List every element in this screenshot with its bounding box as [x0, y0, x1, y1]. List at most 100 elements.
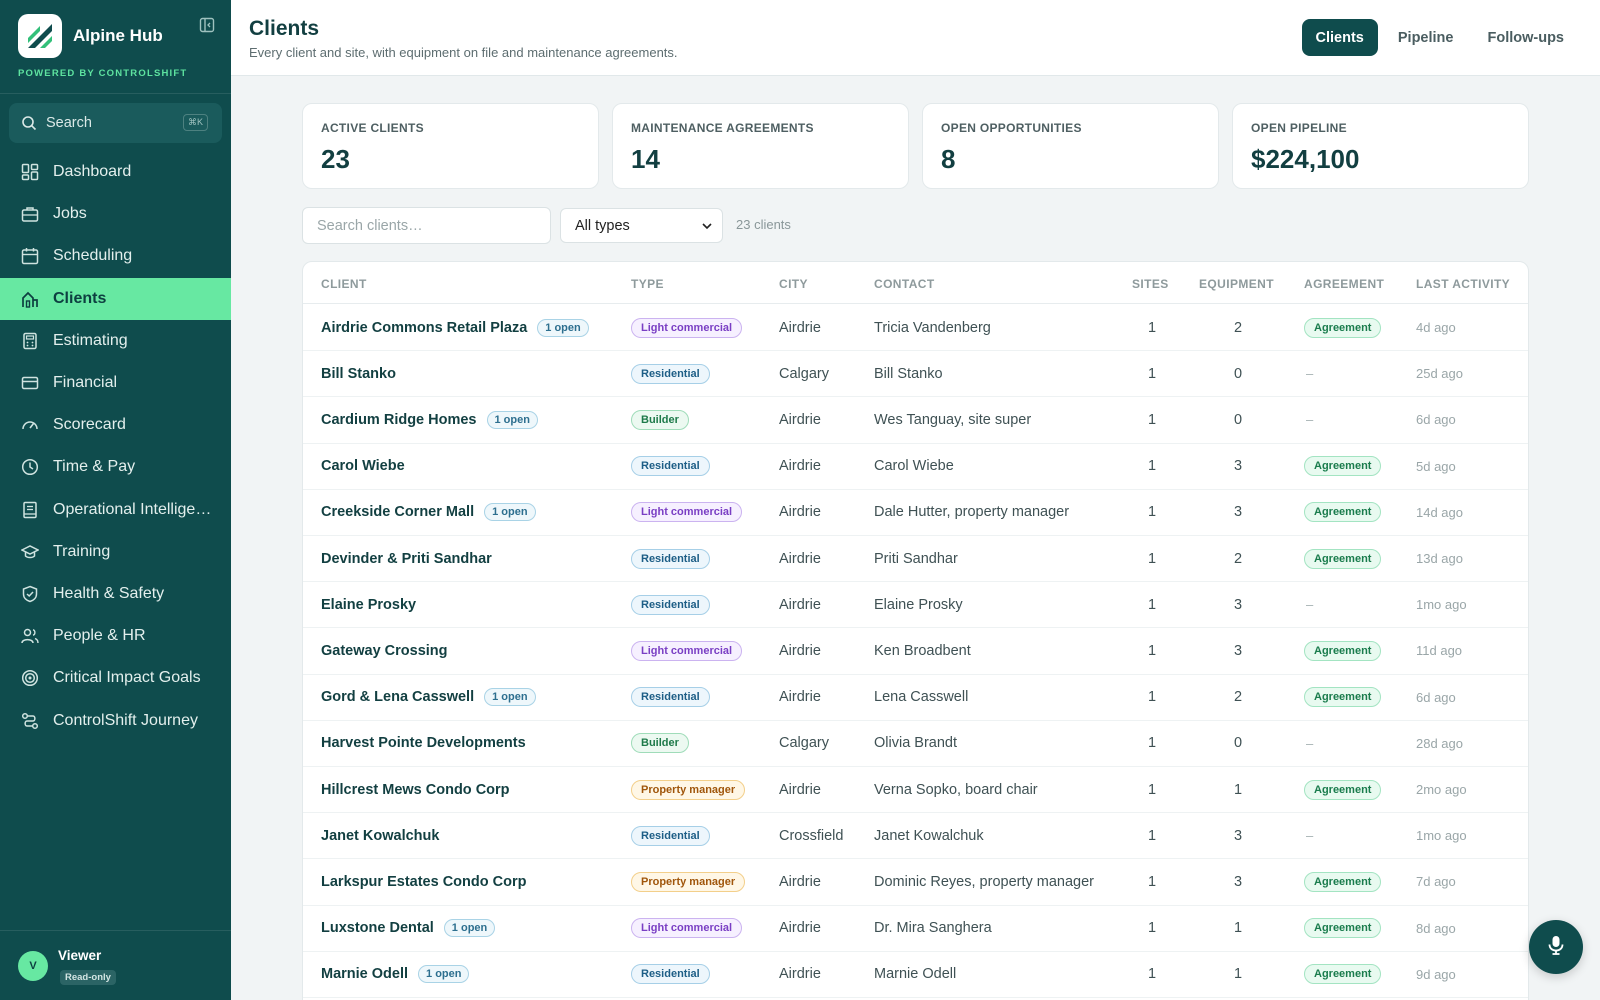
tab-follow-ups[interactable]: Follow-ups: [1487, 29, 1564, 46]
tab-pipeline[interactable]: Pipeline: [1397, 29, 1454, 46]
client-name[interactable]: Marnie Odell: [321, 966, 409, 983]
client-name-cell[interactable]: Hillcrest Mews Condo Corp: [321, 767, 510, 812]
sidebar-item-financial[interactable]: Financial: [0, 362, 231, 404]
sidebar-item-jobs[interactable]: Jobs: [0, 193, 231, 235]
table-row[interactable]: Harvest Pointe Developments Builder Calgar…: [303, 721, 1528, 767]
client-name-cell[interactable]: Luxstone Dental 1 open: [321, 906, 496, 951]
table-row[interactable]: Cardium Ridge Homes 1 open Builder Airdrie W…: [303, 397, 1528, 444]
client-name[interactable]: Cardium Ridge Homes: [321, 411, 477, 428]
client-name-cell[interactable]: Gord & Lena Casswell 1 open: [321, 675, 536, 720]
sidebar-item-people-hr[interactable]: People & HR: [0, 615, 231, 657]
type-filter-select[interactable]: All types: [560, 208, 723, 243]
user-profile[interactable]: V Viewer Read-only: [0, 930, 231, 1000]
column-header-city[interactable]: CITY: [779, 277, 808, 291]
table-row[interactable]: Gord & Lena Casswell 1 open Residential Air…: [303, 675, 1528, 721]
client-name-cell[interactable]: Marnie Odell 1 open: [321, 952, 470, 997]
column-header-agreement[interactable]: AGREEMENT: [1304, 277, 1385, 291]
client-name-cell[interactable]: Carol Wiebe: [321, 444, 405, 489]
table-row[interactable]: Creekside Corner Mall 1 open Light commerc…: [303, 490, 1528, 536]
column-header-client[interactable]: CLIENT: [321, 277, 367, 291]
table-row[interactable]: Luxstone Dental 1 open Light commercial Air…: [303, 906, 1528, 952]
client-search-input[interactable]: [302, 207, 551, 244]
agreement-badge: Agreement: [1304, 502, 1382, 523]
target-icon: [20, 669, 39, 688]
table-row[interactable]: Gateway Crossing Light commercial Airdrie K…: [303, 628, 1528, 675]
table-row[interactable]: Elaine Prosky Residential Airdrie Elaine Pr…: [303, 582, 1528, 629]
client-name[interactable]: Devinder & Priti Sandhar: [321, 550, 492, 567]
brand-logo: [18, 14, 62, 58]
client-name-cell[interactable]: Gateway Crossing: [321, 628, 448, 673]
sidebar-item-time-pay[interactable]: Time & Pay: [0, 446, 231, 488]
client-name[interactable]: Elaine Prosky: [321, 596, 417, 613]
table-row[interactable]: Carol Wiebe Residential Airdrie Carol Wiebe…: [303, 444, 1528, 490]
last-activity-cell: 7d ago: [1416, 874, 1456, 890]
book-icon: [20, 500, 39, 519]
table-row[interactable]: Larkspur Estates Condo Corp Property mana…: [303, 859, 1528, 906]
equipment-cell: 2: [1233, 689, 1243, 706]
client-name-cell[interactable]: Cardium Ridge Homes 1 open: [321, 397, 538, 442]
column-header-type[interactable]: TYPE: [631, 277, 664, 291]
sidebar-item-training[interactable]: Training: [0, 531, 231, 573]
client-name[interactable]: Harvest Pointe Developments: [321, 735, 526, 752]
client-name-cell[interactable]: Harvest Pointe Developments: [321, 721, 526, 766]
agreement-cell: Agreement: [1304, 859, 1382, 904]
sidebar-item-scorecard[interactable]: Scorecard: [0, 404, 231, 446]
client-name-cell[interactable]: Larkspur Estates Condo Corp: [321, 859, 526, 904]
client-name-cell[interactable]: Bill Stanko: [321, 351, 396, 396]
sidebar-item-dashboard[interactable]: Dashboard: [0, 151, 231, 193]
sidebar-item-label: Clients: [53, 289, 107, 307]
client-name-cell[interactable]: Creekside Corner Mall 1 open: [321, 490, 536, 535]
column-header-contact[interactable]: CONTACT: [874, 277, 935, 291]
client-name[interactable]: Gord & Lena Casswell: [321, 689, 475, 706]
voice-input-button[interactable]: [1529, 920, 1583, 974]
client-name[interactable]: Hillcrest Mews Condo Corp: [321, 781, 510, 798]
table-row[interactable]: Airdrie Commons Retail Plaza 1 open Light …: [303, 305, 1528, 352]
tab-clients[interactable]: Clients: [1301, 19, 1378, 56]
type-cell: Light commercial: [631, 305, 743, 350]
table-row[interactable]: Marnie Odell 1 open Residential Airdrie Marn…: [303, 952, 1528, 998]
sidebar-item-operational-intelligence[interactable]: Operational Intellige…: [0, 489, 231, 531]
sidebar-item-controlshift-journey[interactable]: ControlShift Journey: [0, 699, 231, 741]
equipment-cell: 0: [1233, 365, 1243, 382]
client-name[interactable]: Carol Wiebe: [321, 458, 405, 475]
client-name-cell[interactable]: Janet Kowalchuk: [321, 813, 439, 858]
type-cell: Property manager: [631, 767, 746, 812]
agreement-cell: Agreement: [1304, 444, 1382, 489]
sidebar-item-scheduling[interactable]: Scheduling: [0, 235, 231, 277]
sidebar-item-health-safety[interactable]: Health & Safety: [0, 573, 231, 615]
column-header-sites[interactable]: SITES: [1132, 277, 1169, 291]
table-row[interactable]: Janet Kowalchuk Residential Crossfield Jane…: [303, 813, 1528, 860]
sites-cell: 1: [1147, 319, 1157, 336]
city-cell: Airdrie: [779, 873, 821, 890]
table-row[interactable]: Devinder & Priti Sandhar Residential Airdr…: [303, 536, 1528, 583]
client-name-cell[interactable]: Elaine Prosky: [321, 582, 416, 627]
client-name[interactable]: Creekside Corner Mall: [321, 504, 475, 521]
sidebar-item-label: Critical Impact Goals: [53, 669, 201, 687]
brand-name: Alpine Hub: [73, 26, 163, 45]
client-name-cell[interactable]: Airdrie Commons Retail Plaza 1 open: [321, 305, 589, 350]
sidebar-item-clients[interactable]: Clients: [0, 277, 231, 320]
table-row[interactable]: Bill Stanko Residential Calgary Bill Stanko…: [303, 351, 1528, 398]
sidebar-item-critical-impact-goals[interactable]: Critical Impact Goals: [0, 657, 231, 699]
client-name[interactable]: Janet Kowalchuk: [321, 827, 440, 844]
open-jobs-badge: 1 open: [537, 318, 589, 337]
table-row[interactable]: Hillcrest Mews Condo Corp Property manage…: [303, 767, 1528, 814]
client-name[interactable]: Larkspur Estates Condo Corp: [321, 873, 527, 890]
client-type-badge: Builder: [631, 409, 689, 430]
client-name-cell[interactable]: Devinder & Priti Sandhar: [321, 536, 492, 581]
sidebar-item-label: Scorecard: [53, 416, 126, 434]
contact-cell: Ken Broadbent: [874, 642, 971, 659]
open-jobs-badge: 1 open: [484, 503, 536, 522]
sidebar-collapse-icon[interactable]: [199, 17, 215, 33]
client-name[interactable]: Luxstone Dental: [321, 920, 434, 937]
stat-value: $224,100: [1251, 144, 1360, 174]
sites-cell: 1: [1147, 689, 1157, 706]
type-filter-value: All types: [575, 217, 630, 234]
sidebar-item-estimating[interactable]: Estimating: [0, 320, 231, 362]
column-header-equipment[interactable]: EQUIPMENT: [1199, 277, 1274, 291]
client-name[interactable]: Airdrie Commons Retail Plaza: [321, 319, 528, 336]
client-name[interactable]: Bill Stanko: [321, 365, 396, 382]
sidebar-search[interactable]: Search ⌘K: [9, 103, 222, 143]
column-header-last-activity[interactable]: LAST ACTIVITY: [1416, 277, 1511, 291]
client-name[interactable]: Gateway Crossing: [321, 642, 448, 659]
